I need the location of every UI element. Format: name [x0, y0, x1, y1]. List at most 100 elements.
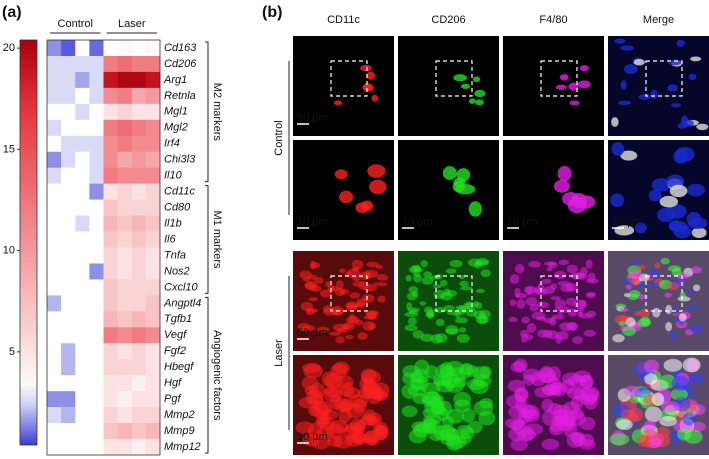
micrograph-texture	[407, 317, 417, 326]
heatmap-cell	[89, 87, 104, 105]
heatmap-cell	[75, 375, 90, 392]
micrograph-texture	[567, 197, 587, 214]
heatmap-cell	[61, 279, 76, 296]
heatmap-cell	[103, 151, 118, 168]
micrograph-texture	[334, 169, 348, 180]
heatmap-cell	[47, 119, 62, 137]
heatmap-cell	[117, 151, 133, 168]
heatmap-cell	[89, 55, 104, 73]
micrograph-texture	[554, 299, 567, 309]
micrograph-texture	[332, 308, 339, 315]
micrograph-texture	[310, 402, 330, 419]
heatmap-cell	[47, 55, 62, 73]
micrograph	[503, 36, 604, 136]
row-group-bracket	[205, 41, 209, 183]
heatmap-cell	[117, 135, 133, 153]
micrograph-texture	[671, 103, 682, 108]
micrograph-texture	[541, 384, 559, 396]
micrograph-texture	[366, 71, 376, 80]
micrograph-texture	[562, 421, 578, 438]
micrograph-texture	[454, 399, 472, 413]
micrograph-texture	[468, 201, 482, 217]
micrograph-texture	[442, 166, 457, 181]
micrograph-texture	[401, 405, 418, 418]
micrograph-texture	[445, 268, 457, 274]
heatmap-cell	[47, 183, 62, 200]
micrograph-texture	[480, 269, 491, 278]
micrograph-texture	[680, 119, 694, 128]
micrograph-texture	[669, 184, 688, 198]
heatmap-cell	[61, 327, 76, 344]
heatmap-cell	[47, 423, 62, 440]
micrograph-texture	[472, 76, 481, 83]
heatmap-cell	[117, 71, 133, 89]
micrograph-texture	[671, 267, 682, 277]
scale-bar-label: 10 µm	[402, 216, 433, 228]
heatmap-cell	[103, 359, 118, 376]
micrograph-texture	[425, 365, 438, 379]
heatmap-cell	[117, 119, 133, 137]
row-label: Hgf	[164, 377, 182, 389]
micrograph-texture	[453, 177, 466, 188]
heatmap-cell	[61, 135, 76, 153]
heatmap-cell	[89, 311, 104, 328]
row-label: Mmp9	[164, 425, 195, 437]
micrograph-texture	[376, 274, 389, 281]
micrograph-texture	[516, 299, 526, 309]
zoom-box	[645, 275, 683, 312]
micrograph-texture	[585, 259, 593, 269]
heatmap-cell	[131, 375, 147, 392]
heatmap-cell	[131, 87, 147, 105]
heatmap-cell	[47, 295, 62, 312]
heatmap-cell	[47, 311, 62, 328]
micrograph-texture	[433, 306, 446, 313]
micrograph-texture	[632, 259, 639, 266]
micrograph-texture	[474, 99, 484, 106]
heatmap-cell	[47, 215, 62, 232]
heatmap-cell	[89, 375, 104, 392]
heatmap-cell	[117, 183, 133, 200]
heatmap-cell	[103, 167, 118, 184]
micrograph-texture	[404, 311, 419, 318]
heatmap-cell	[145, 343, 161, 360]
heatmap-cell	[131, 167, 147, 184]
heatmap-cell	[131, 279, 147, 296]
micrograph-texture	[474, 89, 486, 98]
heatmap-cell	[75, 199, 90, 216]
micrograph-texture	[542, 409, 558, 426]
micrograph-texture	[539, 371, 557, 384]
micrograph-texture	[515, 292, 528, 299]
micrograph-texture	[366, 389, 383, 405]
heatmap-cell	[131, 71, 147, 89]
heatmap-cell	[145, 407, 161, 424]
scale-bar-label: 10 µm	[297, 431, 328, 443]
micrograph-texture	[306, 308, 319, 313]
micrograph-texture	[523, 373, 536, 386]
heatmap-cell	[145, 247, 161, 264]
row-label: Pgf	[164, 393, 181, 405]
micrograph-texture	[302, 277, 311, 282]
heatmap-cell	[89, 215, 104, 232]
heatmap-cell	[89, 263, 104, 280]
micrograph-texture	[406, 292, 418, 301]
colorbar-tick-label: 5	[9, 346, 15, 358]
micrograph-texture	[368, 322, 377, 330]
heatmap-cell	[145, 263, 161, 280]
row-label: Cd11c	[164, 186, 195, 198]
heatmap-cell	[89, 183, 104, 200]
heatmap-cell	[145, 119, 161, 137]
micrograph-texture	[630, 278, 640, 286]
heatmap-cell	[61, 119, 76, 137]
micrograph-texture	[526, 322, 537, 333]
micrograph-texture	[611, 117, 619, 127]
micrograph-texture	[479, 365, 492, 379]
micrograph-texture	[335, 336, 345, 344]
micrograph-texture	[657, 207, 675, 223]
heatmap-cell	[117, 263, 133, 280]
micrograph-texture	[455, 317, 468, 324]
micrograph-texture	[435, 333, 448, 343]
micrograph-texture	[690, 56, 702, 62]
heatmap-cell	[117, 103, 133, 121]
micrograph-texture	[357, 332, 368, 340]
